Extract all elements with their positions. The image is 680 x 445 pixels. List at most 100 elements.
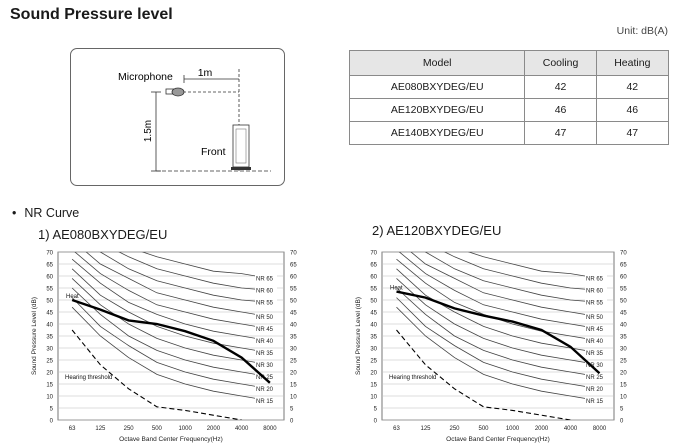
y-tick-label: 5: [50, 407, 54, 413]
nr-label-bg: [255, 324, 277, 333]
table-row: AE080BXYDEG/EU 42 42: [348, 75, 670, 99]
table-cell-model: AE120BXYDEG/EU: [348, 98, 526, 122]
nr-curve-label: NR 20: [256, 387, 274, 393]
y-tick-label: 70: [370, 251, 377, 257]
y-tick-label: 10: [46, 395, 53, 401]
nr-label-bg: [585, 324, 607, 333]
y-tick-label-right: 10: [290, 395, 297, 401]
y-tick-label: 15: [370, 383, 377, 389]
y-tick-label: 30: [46, 347, 53, 353]
x-tick-label: 2000: [207, 426, 221, 432]
y-tick-label-right: 30: [620, 347, 627, 353]
y-tick-label: 60: [46, 275, 53, 281]
table-header-row: Model Cooling Heating: [348, 50, 670, 76]
microphone-icon: [171, 87, 185, 97]
y-tick-label: 35: [46, 335, 53, 341]
heat-series-line: [71, 298, 271, 384]
nr-curve-line: [71, 297, 270, 390]
indoor-unit-icon: [232, 124, 250, 168]
y-tick-label-right: 55: [620, 287, 627, 293]
nr-curve-label: NR 40: [256, 339, 274, 345]
x-tick-label: 125: [420, 426, 431, 432]
y-tick-label-right: 5: [290, 407, 294, 413]
y-tick-label-right: 35: [620, 335, 627, 341]
y-tick-label: 40: [370, 323, 377, 329]
nr-curve-label: NR 55: [586, 300, 604, 306]
nr-label-bg: [255, 396, 277, 405]
nr-curve-label: NR 35: [256, 351, 274, 357]
nr-curve-line: [467, 252, 600, 279]
nr-label-bg: [585, 384, 607, 393]
nr-curve-line: [424, 252, 600, 303]
measurement-diagram-svg: 1.5m 1m Microphone Front: [118, 67, 271, 172]
page-title: Sound Pressure level: [10, 6, 173, 23]
y-tick-label-right: 25: [620, 359, 627, 365]
y-tick-label: 25: [370, 359, 377, 365]
nr-curve-label: NR 15: [586, 399, 604, 405]
nr-label-bg: [585, 372, 607, 381]
nr-curve-line: [71, 268, 270, 354]
y-tick-label: 55: [370, 287, 377, 293]
sound-pressure-table: Model Cooling Heating AE080BXYDEG/EU 42 …: [348, 50, 670, 145]
nr-curve-line: [99, 252, 270, 303]
y-tick-label: 60: [370, 275, 377, 281]
table-header-model: Model: [348, 50, 526, 76]
nr-curve-label: NR 20: [586, 387, 604, 393]
y-tick-label-right: 50: [620, 299, 627, 305]
y-tick-label-right: 50: [290, 299, 297, 305]
section-label: NR Curve: [24, 206, 80, 220]
y-tick-label: 20: [370, 371, 377, 377]
x-axis-title: Octave Band Center Frequency(Hz): [446, 436, 550, 443]
y-tick-label: 25: [46, 359, 53, 365]
y-tick-label-right: 30: [290, 347, 297, 353]
table-cell-model: AE080BXYDEG/EU: [348, 75, 526, 99]
y-tick-label-right: 0: [290, 419, 294, 425]
y-tick-label: 55: [46, 287, 53, 293]
nr-label-bg: [585, 336, 607, 345]
nr-curve-line: [71, 287, 270, 378]
heat-series-label: Heat: [66, 294, 79, 300]
y-tick-label: 0: [374, 419, 378, 425]
nr-curve-label: NR 55: [256, 300, 274, 306]
y-tick-label: 70: [46, 251, 53, 257]
x-tick-label: 125: [95, 426, 106, 432]
y-tick-label-right: 15: [290, 383, 297, 389]
unit-label: Unit: dB(A): [616, 25, 668, 37]
table-cell-model: AE140BXYDEG/EU: [348, 121, 526, 145]
y-tick-label-right: 55: [290, 287, 297, 293]
nr-curve-label: NR 15: [256, 399, 274, 405]
measurement-diagram: 1.5m 1m Microphone Front: [70, 48, 285, 186]
nr-label-bg: [255, 336, 277, 345]
y-tick-label-right: 40: [620, 323, 627, 329]
y-tick-label: 45: [370, 311, 377, 317]
table-cell-cooling: 42: [524, 75, 597, 99]
table-row: AE120BXYDEG/EU 46 46: [348, 98, 670, 122]
y-tick-label: 10: [370, 395, 377, 401]
x-tick-label: 250: [124, 426, 135, 432]
nr-curve-label: NR 45: [586, 327, 604, 333]
heat-series-line: [396, 290, 601, 375]
x-tick-label: 250: [449, 426, 460, 432]
table-header-heating: Heating: [595, 50, 670, 76]
hearing-threshold-line: [396, 329, 571, 420]
y-tick-label: 5: [374, 407, 378, 413]
y-tick-label-right: 65: [290, 263, 297, 269]
y-tick-label-right: 45: [290, 311, 297, 317]
y-tick-label: 15: [46, 383, 53, 389]
nr-curve-line: [443, 252, 600, 291]
x-tick-label: 8000: [263, 426, 277, 432]
nr-curve-label: NR 30: [256, 363, 274, 369]
y-tick-label-right: 70: [620, 251, 627, 257]
x-tick-label: 1000: [506, 426, 520, 432]
nr-label-bg: [585, 274, 607, 283]
y-tick-label-right: 60: [620, 275, 627, 281]
y-tick-label: 30: [370, 347, 377, 353]
nr-curve-line: [396, 306, 600, 402]
nr-curve-line: [396, 278, 600, 366]
nr-curve-line: [85, 252, 270, 318]
y-tick-label-right: 15: [620, 383, 627, 389]
nr-curve-line: [71, 306, 270, 402]
nr-label-bg: [255, 274, 277, 283]
